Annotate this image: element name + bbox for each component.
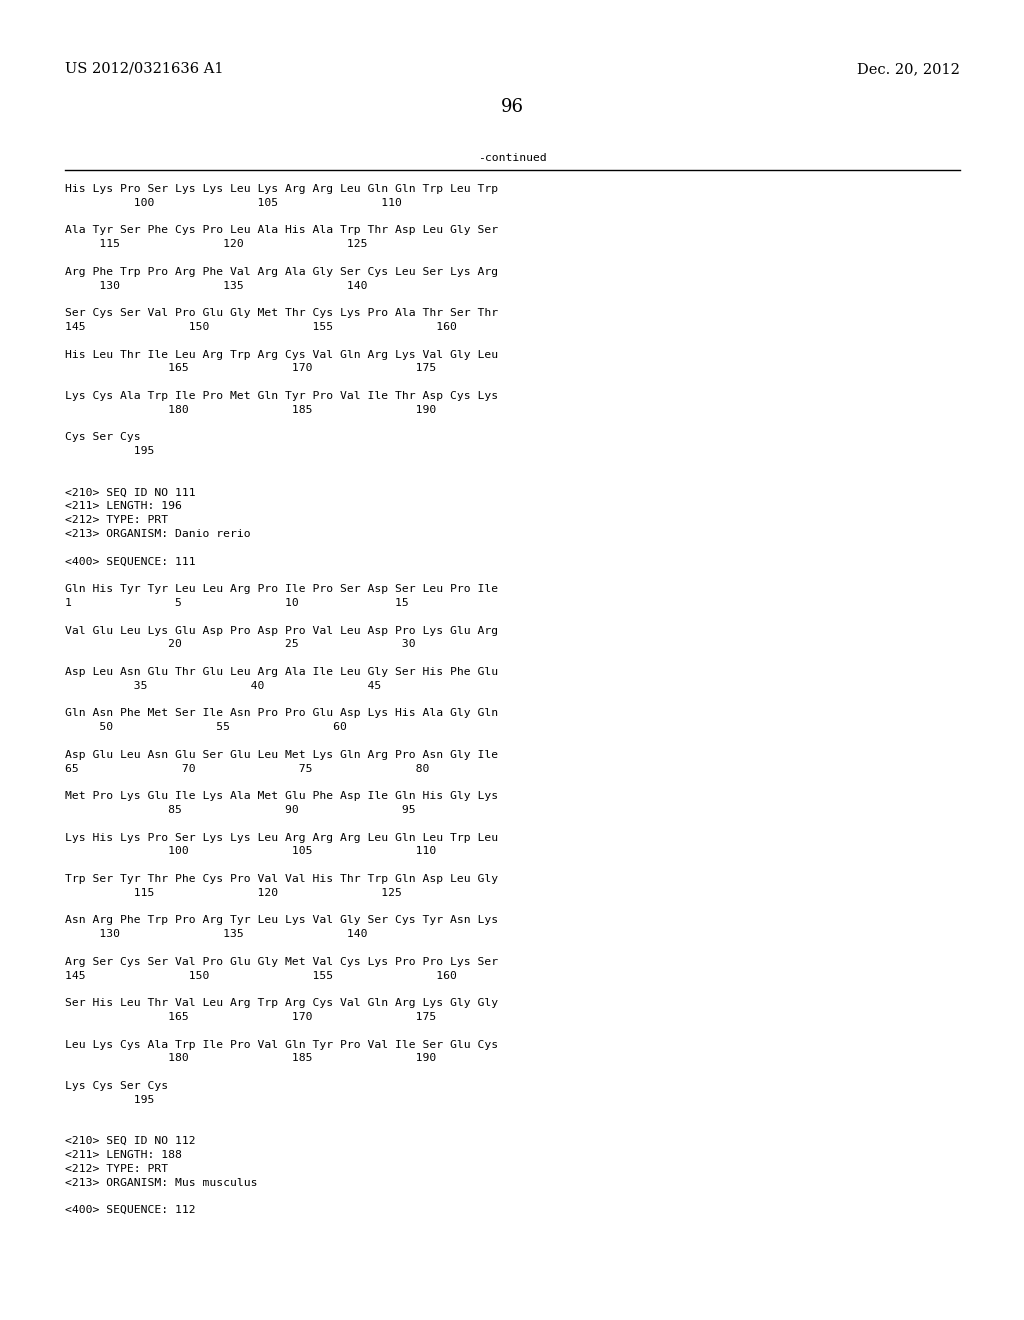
Text: 130               135               140: 130 135 140 xyxy=(65,929,368,940)
Text: Dec. 20, 2012: Dec. 20, 2012 xyxy=(857,62,961,77)
Text: <211> LENGTH: 188: <211> LENGTH: 188 xyxy=(65,1150,182,1160)
Text: 35               40               45: 35 40 45 xyxy=(65,681,381,690)
Text: 1               5               10              15: 1 5 10 15 xyxy=(65,598,409,609)
Text: Asn Arg Phe Trp Pro Arg Tyr Leu Lys Val Gly Ser Cys Tyr Asn Lys: Asn Arg Phe Trp Pro Arg Tyr Leu Lys Val … xyxy=(65,915,498,925)
Text: 195: 195 xyxy=(65,1094,155,1105)
Text: His Lys Pro Ser Lys Lys Leu Lys Arg Arg Leu Gln Gln Trp Leu Trp: His Lys Pro Ser Lys Lys Leu Lys Arg Arg … xyxy=(65,183,498,194)
Text: Ser His Leu Thr Val Leu Arg Trp Arg Cys Val Gln Arg Lys Gly Gly: Ser His Leu Thr Val Leu Arg Trp Arg Cys … xyxy=(65,998,498,1008)
Text: 50               55               60: 50 55 60 xyxy=(65,722,347,733)
Text: <210> SEQ ID NO 111: <210> SEQ ID NO 111 xyxy=(65,487,196,498)
Text: Asp Leu Asn Glu Thr Glu Leu Arg Ala Ile Leu Gly Ser His Phe Glu: Asp Leu Asn Glu Thr Glu Leu Arg Ala Ile … xyxy=(65,667,498,677)
Text: <212> TYPE: PRT: <212> TYPE: PRT xyxy=(65,1164,168,1173)
Text: <210> SEQ ID NO 112: <210> SEQ ID NO 112 xyxy=(65,1137,196,1146)
Text: 195: 195 xyxy=(65,446,155,457)
Text: 100               105               110: 100 105 110 xyxy=(65,198,401,207)
Text: 20               25               30: 20 25 30 xyxy=(65,639,416,649)
Text: 165               170               175: 165 170 175 xyxy=(65,363,436,374)
Text: 115               120               125: 115 120 125 xyxy=(65,888,401,898)
Text: <211> LENGTH: 196: <211> LENGTH: 196 xyxy=(65,502,182,511)
Text: Lys Cys Ser Cys: Lys Cys Ser Cys xyxy=(65,1081,168,1092)
Text: <213> ORGANISM: Danio rerio: <213> ORGANISM: Danio rerio xyxy=(65,529,251,539)
Text: Lys Cys Ala Trp Ile Pro Met Gln Tyr Pro Val Ile Thr Asp Cys Lys: Lys Cys Ala Trp Ile Pro Met Gln Tyr Pro … xyxy=(65,391,498,401)
Text: Val Glu Leu Lys Glu Asp Pro Asp Pro Val Leu Asp Pro Lys Glu Arg: Val Glu Leu Lys Glu Asp Pro Asp Pro Val … xyxy=(65,626,498,636)
Text: Arg Phe Trp Pro Arg Phe Val Arg Ala Gly Ser Cys Leu Ser Lys Arg: Arg Phe Trp Pro Arg Phe Val Arg Ala Gly … xyxy=(65,267,498,277)
Text: Asp Glu Leu Asn Glu Ser Glu Leu Met Lys Gln Arg Pro Asn Gly Ile: Asp Glu Leu Asn Glu Ser Glu Leu Met Lys … xyxy=(65,750,498,760)
Text: <213> ORGANISM: Mus musculus: <213> ORGANISM: Mus musculus xyxy=(65,1177,257,1188)
Text: 100               105               110: 100 105 110 xyxy=(65,846,436,857)
Text: Gln Asn Phe Met Ser Ile Asn Pro Pro Glu Asp Lys His Ala Gly Gln: Gln Asn Phe Met Ser Ile Asn Pro Pro Glu … xyxy=(65,709,498,718)
Text: 96: 96 xyxy=(501,98,523,116)
Text: His Leu Thr Ile Leu Arg Trp Arg Cys Val Gln Arg Lys Val Gly Leu: His Leu Thr Ile Leu Arg Trp Arg Cys Val … xyxy=(65,350,498,359)
Text: 145               150               155               160: 145 150 155 160 xyxy=(65,970,457,981)
Text: Cys Ser Cys: Cys Ser Cys xyxy=(65,433,140,442)
Text: US 2012/0321636 A1: US 2012/0321636 A1 xyxy=(65,62,223,77)
Text: <212> TYPE: PRT: <212> TYPE: PRT xyxy=(65,515,168,525)
Text: Trp Ser Tyr Thr Phe Cys Pro Val Val His Thr Trp Gln Asp Leu Gly: Trp Ser Tyr Thr Phe Cys Pro Val Val His … xyxy=(65,874,498,884)
Text: 180               185               190: 180 185 190 xyxy=(65,405,436,414)
Text: 115               120               125: 115 120 125 xyxy=(65,239,368,249)
Text: Lys His Lys Pro Ser Lys Lys Leu Arg Arg Arg Leu Gln Leu Trp Leu: Lys His Lys Pro Ser Lys Lys Leu Arg Arg … xyxy=(65,833,498,842)
Text: Arg Ser Cys Ser Val Pro Glu Gly Met Val Cys Lys Pro Pro Lys Ser: Arg Ser Cys Ser Val Pro Glu Gly Met Val … xyxy=(65,957,498,966)
Text: Ser Cys Ser Val Pro Glu Gly Met Thr Cys Lys Pro Ala Thr Ser Thr: Ser Cys Ser Val Pro Glu Gly Met Thr Cys … xyxy=(65,308,498,318)
Text: 145               150               155               160: 145 150 155 160 xyxy=(65,322,457,333)
Text: <400> SEQUENCE: 111: <400> SEQUENCE: 111 xyxy=(65,557,196,566)
Text: 85               90               95: 85 90 95 xyxy=(65,805,416,814)
Text: 180               185               190: 180 185 190 xyxy=(65,1053,436,1064)
Text: <400> SEQUENCE: 112: <400> SEQUENCE: 112 xyxy=(65,1205,196,1216)
Text: Gln His Tyr Tyr Leu Leu Arg Pro Ile Pro Ser Asp Ser Leu Pro Ile: Gln His Tyr Tyr Leu Leu Arg Pro Ile Pro … xyxy=(65,585,498,594)
Text: Leu Lys Cys Ala Trp Ile Pro Val Gln Tyr Pro Val Ile Ser Glu Cys: Leu Lys Cys Ala Trp Ile Pro Val Gln Tyr … xyxy=(65,1040,498,1049)
Text: 130               135               140: 130 135 140 xyxy=(65,281,368,290)
Text: -continued: -continued xyxy=(477,153,547,162)
Text: 165               170               175: 165 170 175 xyxy=(65,1012,436,1022)
Text: 65               70               75               80: 65 70 75 80 xyxy=(65,763,429,774)
Text: Ala Tyr Ser Phe Cys Pro Leu Ala His Ala Trp Thr Asp Leu Gly Ser: Ala Tyr Ser Phe Cys Pro Leu Ala His Ala … xyxy=(65,226,498,235)
Text: Met Pro Lys Glu Ile Lys Ala Met Glu Phe Asp Ile Gln His Gly Lys: Met Pro Lys Glu Ile Lys Ala Met Glu Phe … xyxy=(65,791,498,801)
